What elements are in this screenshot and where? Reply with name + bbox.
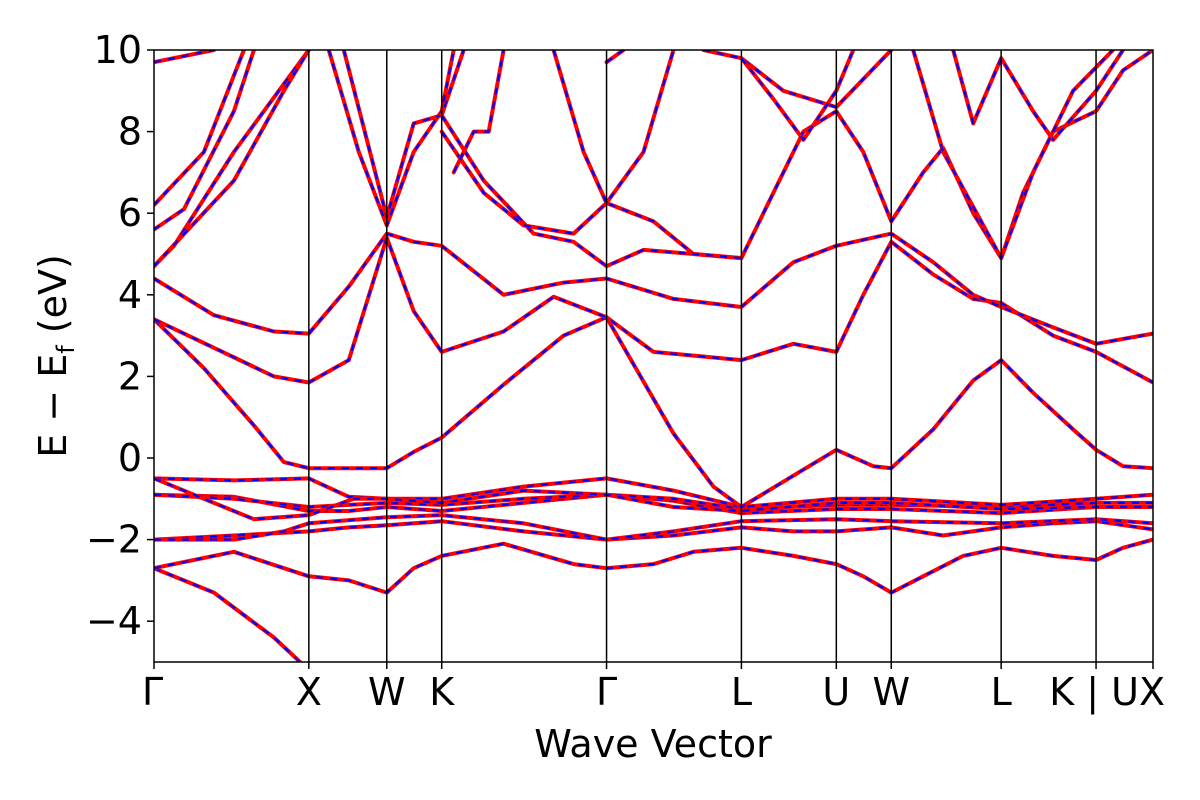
y-tick-label-6: 6 (118, 191, 142, 235)
band-2-fit (154, 538, 1153, 594)
kpoint-label-7: U (822, 670, 850, 714)
y-tick-label-2: −2 (86, 518, 142, 562)
y-tick-label-3: 0 (118, 436, 142, 480)
band-13-fit (154, 50, 310, 267)
band-16-fit (154, 50, 215, 64)
kpoint-label-1: Γ (142, 670, 163, 714)
kpoint-label-2: X (296, 670, 322, 714)
band-22-dft (551, 50, 676, 205)
y-axis-title: E − Ef (eV) (31, 254, 80, 458)
band-15-fit (154, 50, 245, 206)
kpoint-label-10: K | U (1049, 670, 1139, 715)
band-22-fit (552, 50, 675, 205)
kpoint-label-6: L (731, 670, 752, 714)
band-10-fit (154, 236, 1153, 384)
y-tick-label-5: 4 (118, 273, 142, 317)
y-axis: −4 −2 0 2 4 6 8 10 (86, 28, 154, 643)
y-tick-label-8: 10 (94, 28, 142, 72)
band-3-fit (154, 520, 1153, 541)
kpoint-label-11: X (1139, 670, 1165, 714)
kpoint-label-9: L (991, 670, 1012, 714)
y-axis-title-main: E − E (31, 354, 75, 458)
y-axis-title-unit: (eV) (31, 254, 75, 345)
kpoint-label-3: W (368, 670, 406, 714)
band-1-fit (154, 567, 302, 662)
band-8-fit (154, 477, 1153, 521)
y-tick-label-1: −4 (86, 599, 142, 643)
band-19-fit (440, 50, 1153, 268)
band-24-fit (703, 50, 893, 109)
kpoint-label-5: Γ (596, 670, 617, 714)
band-23-fit (605, 50, 625, 64)
band-2-dft (154, 537, 1153, 595)
x-axis-title: Wave Vector (534, 722, 772, 766)
band-7-fit (154, 477, 1153, 509)
band-18-dft (341, 50, 466, 220)
band-14-fit (154, 50, 255, 231)
band-11-fit (154, 232, 1153, 345)
y-tick-label-7: 8 (118, 110, 142, 154)
band-lines (154, 50, 1153, 662)
band-17-fit (327, 50, 455, 227)
band-20-dft (439, 129, 744, 261)
plot-frame (153, 49, 1154, 663)
band-20-fit (440, 130, 742, 260)
band-4-fit (154, 513, 1153, 541)
kpoint-label-4: K (429, 670, 455, 714)
kpoint-label-8: W (872, 670, 910, 714)
band-25-fit (740, 50, 855, 141)
band-19-dft (439, 50, 1153, 269)
band-21-fit (452, 50, 505, 173)
band-1-dft (154, 566, 303, 662)
kpoint-lines (308, 50, 1097, 662)
y-axis-title-subscript: f (52, 345, 80, 354)
band-18-fit (342, 50, 465, 219)
y-tick-label-4: 2 (118, 354, 142, 398)
band-21-dft (451, 50, 506, 175)
band-27-fit (912, 50, 1114, 260)
band-9-fit (154, 316, 1153, 509)
